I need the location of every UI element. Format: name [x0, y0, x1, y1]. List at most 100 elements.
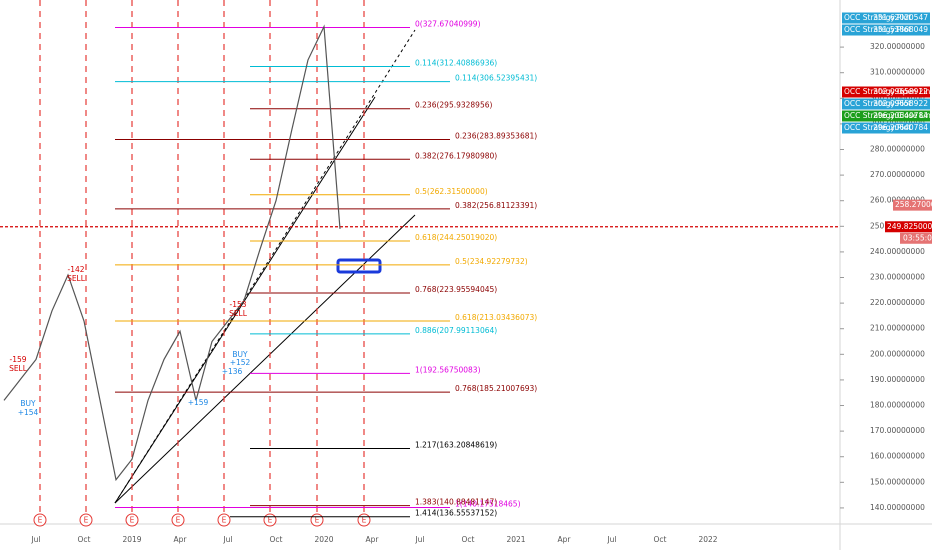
fib-level-label: 1.217(163.20848619) [415, 441, 497, 450]
x-tick-label: Oct [270, 535, 283, 544]
y-tick-label: 310.00000000 [870, 68, 925, 77]
x-tick-label: Apr [366, 535, 380, 544]
fib-level-label: 0.886(207.99113064) [415, 326, 497, 335]
x-tick-label: 2019 [122, 535, 141, 544]
trade-annotation: SELL [67, 274, 86, 283]
fib-level-label: 0(327.67040999) [415, 19, 481, 28]
trade-annotation: +136 [222, 367, 243, 376]
event-label: E [176, 516, 181, 525]
countdown-tag [900, 232, 932, 244]
event-label: E [268, 516, 273, 525]
x-tick-label: 2020 [314, 535, 333, 544]
trade-annotation: SELL [9, 364, 28, 373]
x-tick-label: Jul [222, 535, 232, 544]
event-marker [79, 513, 93, 527]
event-marker [171, 513, 185, 527]
fib-level-label: 0.768(223.95594045) [415, 285, 497, 294]
event-marker [33, 513, 47, 527]
last-price-tag [893, 199, 932, 211]
price-tag-name: OCC Strategy:Plot [844, 25, 911, 34]
price-tag-value: 296.20640784 [873, 123, 928, 132]
fib-level-label: 0.382(276.17980980) [415, 151, 497, 160]
y-tick-label: 180.00000000 [870, 401, 925, 410]
trade-annotation: -153 [229, 300, 246, 309]
x-tick-label: 2021 [506, 535, 525, 544]
price-tag-value: 302.09658922 [873, 87, 928, 96]
y-tick-label: 140.00000000 [870, 503, 925, 512]
x-tick-label: Apr [558, 535, 572, 544]
y-tick-label: 160.00000000 [870, 452, 925, 461]
y-tick-label: 190.00000000 [870, 375, 925, 384]
current-price-label: 249.82500000 [887, 222, 932, 231]
y-tick-label: 200.00000000 [870, 349, 925, 358]
price-tag-name: OCC Strategy:Plot [844, 13, 911, 22]
fib-level-label: 0.114(312.40886936) [415, 59, 497, 68]
y-tick-label: 320.00000000 [870, 42, 925, 51]
price-tag [842, 12, 930, 24]
y-tick-label: 210.00000000 [870, 324, 925, 333]
price-line [3, 24, 341, 482]
event-label: E [130, 516, 135, 525]
fib-level-label: 1.414(136.55537152) [415, 509, 497, 518]
countdown: 03:55:02 [903, 233, 932, 242]
trade-annotation: +154 [18, 408, 39, 417]
x-tick-label: Apr [174, 535, 188, 544]
price-tag-value: 331.51868049 [873, 25, 928, 34]
last-price-label: 258.27000000 [895, 200, 932, 209]
x-tick-label: Oct [78, 535, 91, 544]
x-tick-label: 2022 [698, 535, 717, 544]
y-tick-label: 240.00000000 [870, 247, 925, 256]
price-tag-name: OCC Strategy:Plot [844, 99, 911, 108]
trade-annotation: -142 [67, 265, 84, 274]
price-tag-name: OCC Strategy:Open Line [844, 87, 932, 96]
price-tag [842, 122, 930, 134]
fib-level-label: 1(192.56750083) [415, 365, 481, 374]
fib-level-label: 0.236(295.9328956) [415, 101, 492, 110]
fib-level-label: 1(140.17518465) [455, 499, 521, 508]
fib-level-label: 0.382(256.81123391) [455, 201, 537, 210]
x-tick-label: Jul [30, 535, 40, 544]
event-label: E [38, 516, 43, 525]
event-marker [217, 513, 231, 527]
price-tag-name: OCC Strategy:Close Line [844, 111, 932, 120]
price-tag-value: 296.20640784 [873, 111, 928, 120]
y-tick-label: 220.00000000 [870, 298, 925, 307]
price-tag [842, 98, 930, 110]
y-tick-label: 300.00000000 [870, 93, 925, 102]
x-tick-label: Jul [414, 535, 424, 544]
current-price-tag [885, 221, 932, 233]
fib-level-label: 0.5(234.92279732) [455, 257, 528, 266]
x-tick-label: Jul [606, 535, 616, 544]
event-marker [125, 513, 139, 527]
x-tick-label: Oct [654, 535, 667, 544]
fib-level-label: 0.5(262.31500000) [415, 187, 488, 196]
trade-annotation: +159 [188, 398, 209, 407]
y-tick-label: 170.00000000 [870, 426, 925, 435]
fib-level-label: 0.114(306.52395431) [455, 74, 537, 83]
fib-level-label: 0.618(244.25019020) [415, 233, 497, 242]
y-tick-label: 270.00000000 [870, 170, 925, 179]
fib-level-label: 0.768(185.21007693) [455, 384, 537, 393]
trend-lines [114, 29, 416, 504]
fib-level-label: 0.618(213.03436073) [455, 313, 537, 322]
trend-line [114, 214, 416, 504]
y-tick-label: 150.00000000 [870, 477, 925, 486]
trade-annotation: -159 [9, 355, 26, 364]
price-tag-value: 331.62020547 [873, 13, 928, 22]
trade-annotation: BUY [232, 350, 248, 359]
price-tag [842, 86, 930, 98]
event-label: E [362, 516, 367, 525]
price-tag [842, 110, 930, 122]
price-tag-name: OCC Strategy:Plot [844, 123, 911, 132]
highlight-box [336, 258, 382, 274]
y-tick-label: 280.00000000 [870, 145, 925, 154]
event-label: E [315, 516, 320, 525]
x-tick-label: Oct [462, 535, 475, 544]
y-tick-label: 230.00000000 [870, 273, 925, 282]
fib-level-label: 0.236(283.89353681) [455, 132, 537, 141]
event-label: E [84, 516, 89, 525]
price-tag-value: 302.09658922 [873, 99, 928, 108]
trade-annotation: +152 [230, 358, 251, 367]
